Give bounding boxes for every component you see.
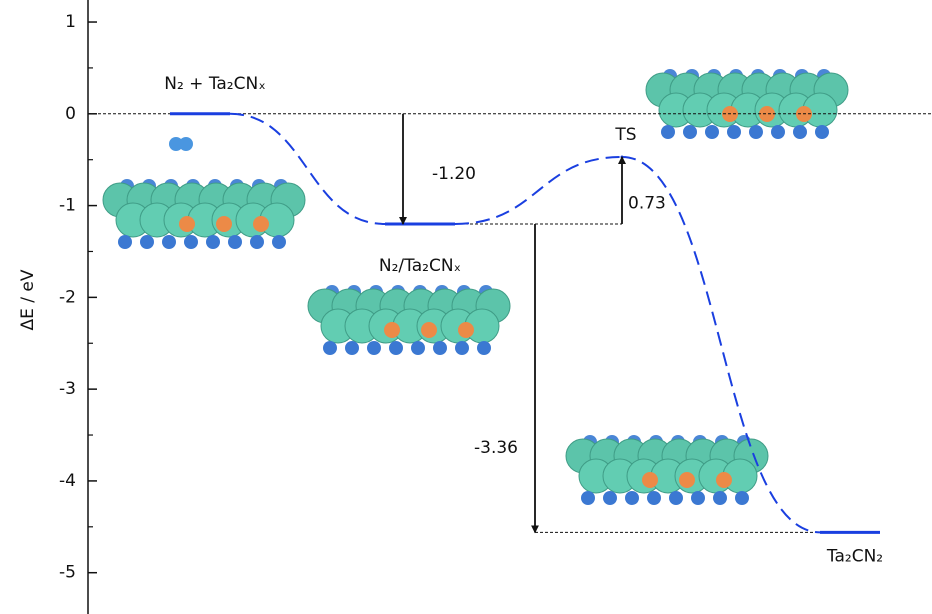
atom (661, 125, 675, 139)
page: {"chart_data": { "type": "energy-profile… (0, 0, 932, 614)
y-tick-label: -1 (59, 196, 76, 216)
atom (455, 341, 469, 355)
y-tick-label: 0 (65, 104, 76, 124)
energy-change-label: -1.20 (432, 164, 476, 184)
atom (140, 235, 154, 249)
atom (749, 125, 763, 139)
atom (216, 216, 232, 232)
atom (603, 491, 617, 505)
atom (642, 472, 658, 488)
atom (228, 235, 242, 249)
atom (581, 491, 595, 505)
energy-change-label: -3.36 (474, 438, 518, 458)
atomic-structure (103, 179, 305, 249)
atom (458, 322, 474, 338)
atom (184, 235, 198, 249)
atomic-structure (566, 435, 768, 505)
profile-curve (455, 157, 622, 224)
energy-change-label: 0.73 (628, 193, 666, 213)
atom (705, 125, 719, 139)
atom (118, 235, 132, 249)
atom (389, 341, 403, 355)
atom (625, 491, 639, 505)
atom (323, 341, 337, 355)
atom (691, 491, 705, 505)
state-label: TS (614, 125, 636, 145)
atom (679, 472, 695, 488)
atom (759, 106, 775, 122)
atom (713, 491, 727, 505)
atom (253, 216, 269, 232)
y-tick-label: -3 (59, 379, 76, 399)
atomic-structure (308, 285, 510, 355)
state-label: Ta₂CN₂ (826, 546, 883, 566)
atom (716, 472, 732, 488)
atom (272, 235, 286, 249)
atom (206, 235, 220, 249)
atom (815, 125, 829, 139)
atom (345, 341, 359, 355)
atom (727, 125, 741, 139)
atom (683, 125, 697, 139)
y-axis-label: ΔE / eV (18, 269, 38, 330)
atom (477, 341, 491, 355)
y-tick-label: -2 (59, 287, 76, 307)
chart: ΔE / eV 1 0 -1 -2 -3 -4 -5 N₂ + Ta₂CNₓ N₂/Ta₂CNₓ… (0, 0, 932, 614)
atom (421, 322, 437, 338)
atom (771, 125, 785, 139)
atom (179, 137, 193, 151)
atom (411, 341, 425, 355)
atomic-structure (646, 69, 848, 139)
y-tick-label: -4 (59, 471, 76, 491)
atom (735, 491, 749, 505)
atom (793, 125, 807, 139)
atom (179, 216, 195, 232)
atom (162, 235, 176, 249)
atom (433, 341, 447, 355)
atom (647, 491, 661, 505)
atom (669, 491, 683, 505)
atom (384, 322, 400, 338)
y-tick-label: 1 (65, 12, 76, 32)
atom (367, 341, 381, 355)
state-label: N₂/Ta₂CNₓ (379, 256, 461, 276)
atom (250, 235, 264, 249)
state-label: N₂ + Ta₂CNₓ (164, 74, 266, 94)
y-tick-label: -5 (59, 563, 76, 583)
